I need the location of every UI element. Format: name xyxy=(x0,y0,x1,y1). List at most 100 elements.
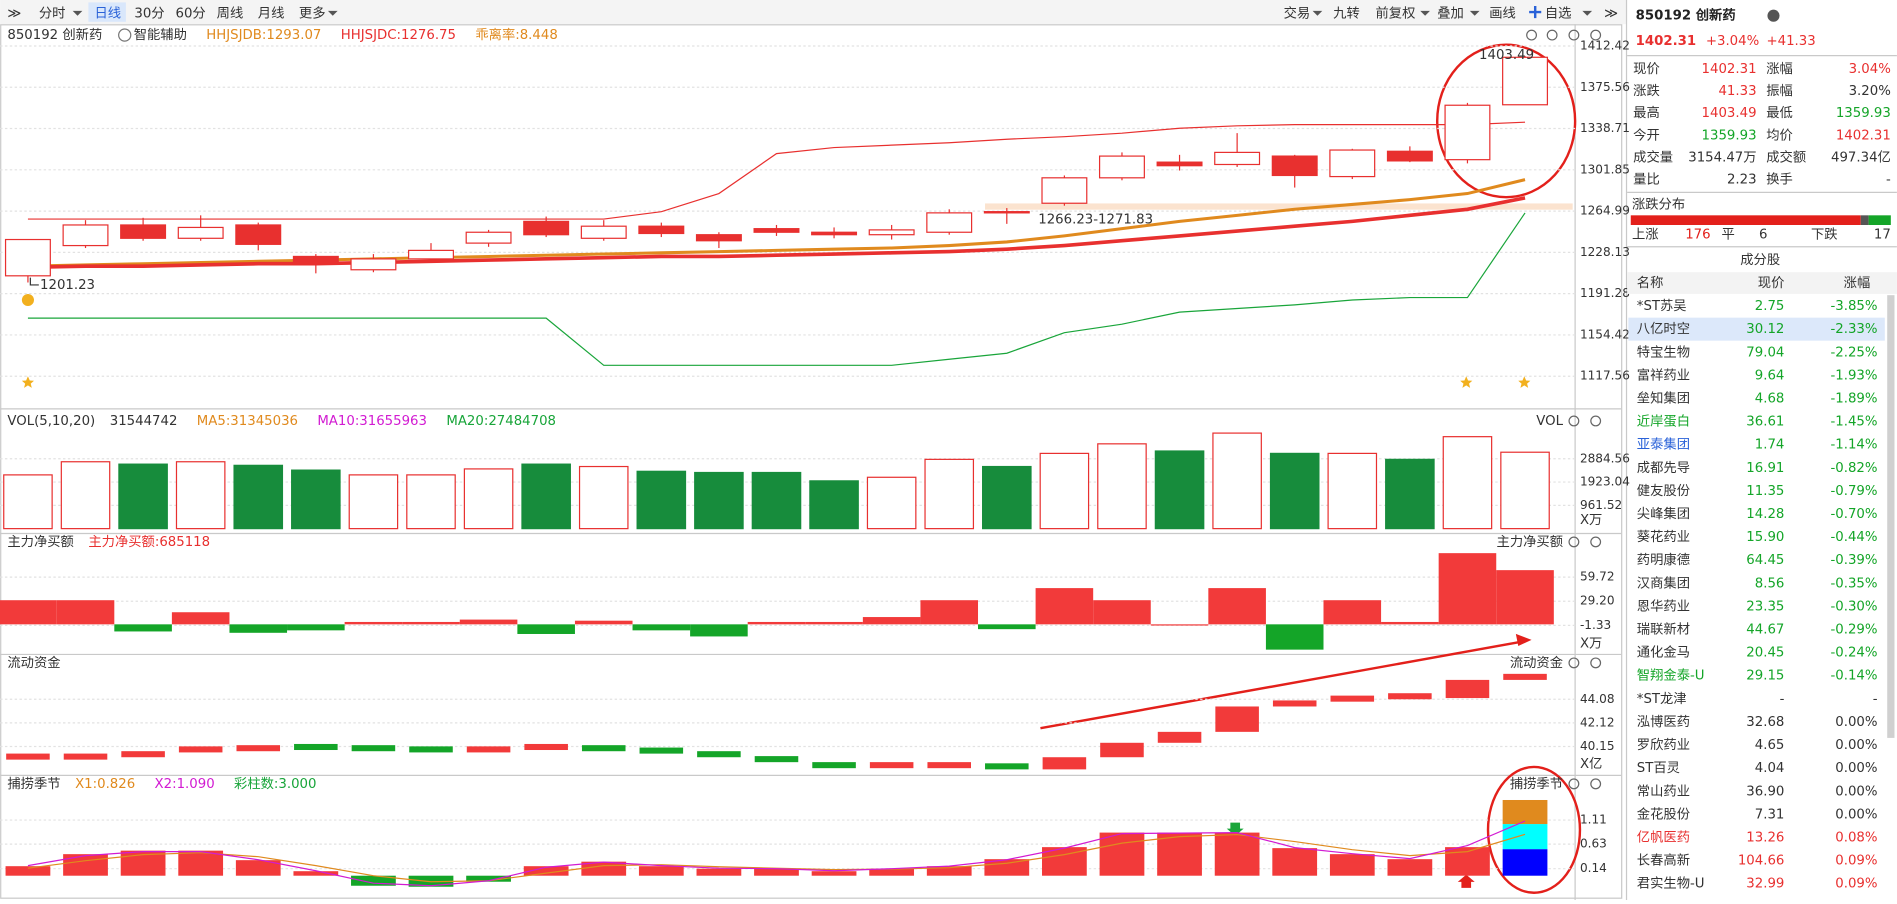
scrollbar[interactable] xyxy=(1887,295,1895,738)
quote-value: 1359.93 xyxy=(1836,106,1891,121)
stock-name[interactable]: 富祥药业 xyxy=(1637,366,1690,383)
bar xyxy=(229,624,288,633)
indicator-line xyxy=(27,820,1526,887)
tab[interactable]: 更多 xyxy=(299,4,326,21)
y-tick-label: 1375.56 xyxy=(1580,80,1630,94)
stock-name[interactable]: 恩华药业 xyxy=(1637,598,1690,614)
toolbar-bg xyxy=(0,0,1626,25)
tab[interactable]: 月线 xyxy=(258,5,285,21)
legend-entry: 乖离率:8.448 xyxy=(475,26,557,43)
bar xyxy=(1035,588,1094,625)
stock-change: -1.89% xyxy=(1830,391,1877,406)
panel-title: 主力净买额 xyxy=(7,534,73,550)
tab[interactable]: 分时 xyxy=(39,5,66,21)
pct-change: +3.04% xyxy=(1706,34,1759,49)
stock-name[interactable]: 近岸蛋白 xyxy=(1637,414,1690,430)
stock-name[interactable]: 健友股份 xyxy=(1637,483,1690,499)
tab[interactable]: 30分 xyxy=(134,5,164,21)
bar xyxy=(574,620,633,625)
candle-body xyxy=(1444,104,1491,161)
bar xyxy=(869,868,915,876)
flow-bar xyxy=(294,743,338,751)
bar xyxy=(1329,854,1375,876)
col-header[interactable]: 名称 xyxy=(1637,275,1664,291)
caret xyxy=(1469,10,1480,16)
stock-name[interactable]: 金花股份 xyxy=(1637,806,1690,822)
stock-price: 36.61 xyxy=(1746,415,1784,430)
bar xyxy=(5,866,51,876)
tool-button[interactable]: 画线 xyxy=(1489,5,1516,21)
flow-bar xyxy=(697,751,741,758)
candle-body xyxy=(811,231,858,236)
collapse-icon[interactable]: ≫ xyxy=(1604,6,1618,21)
stock-name[interactable]: 瑞联新材 xyxy=(1637,622,1690,638)
tab[interactable]: 60分 xyxy=(176,5,206,21)
bar xyxy=(862,617,921,625)
stock-name[interactable]: 尖峰集团 xyxy=(1637,506,1690,522)
col-header[interactable]: 涨幅 xyxy=(1844,275,1871,291)
bar xyxy=(754,868,799,876)
volume-bar xyxy=(175,461,226,530)
stock-name[interactable]: 君实生物-U xyxy=(1637,876,1705,892)
col-header[interactable]: 现价 xyxy=(1758,276,1785,291)
stock-name[interactable]: 智翔金泰-U xyxy=(1637,668,1705,684)
volume-bar xyxy=(521,463,571,530)
y-tick-label: 1301.85 xyxy=(1580,162,1630,176)
stock-name[interactable]: *ST龙津 xyxy=(1637,691,1687,707)
stock-name[interactable]: 长春高新 xyxy=(1637,852,1690,869)
row-highlight xyxy=(1628,317,1885,341)
stock-name[interactable]: 罗欣药业 xyxy=(1637,737,1690,753)
tool-button[interactable]: 交易 xyxy=(1284,4,1311,21)
expand-icon[interactable]: ≫ xyxy=(7,6,21,21)
volume-bar xyxy=(1500,451,1550,530)
bar xyxy=(638,866,684,876)
stock-name[interactable]: 亿帆医药 xyxy=(1637,829,1690,845)
stock-name[interactable]: 八亿时空 xyxy=(1637,321,1690,337)
tool-button[interactable]: 叠加 xyxy=(1437,5,1464,21)
tab[interactable]: 周线 xyxy=(217,5,244,21)
candle-body xyxy=(1502,56,1549,106)
stock-name[interactable]: 特宝生物 xyxy=(1637,344,1690,360)
flow-bar xyxy=(754,756,799,763)
unit-label: X万 xyxy=(1580,637,1602,652)
stock-name[interactable]: 成都先导 xyxy=(1637,460,1690,476)
flow-bar xyxy=(869,762,914,769)
tab[interactable]: 日线 xyxy=(94,5,121,21)
tool-button[interactable]: 前复权 xyxy=(1376,4,1416,21)
stock-name[interactable]: 泓博医药 xyxy=(1637,714,1690,730)
bar xyxy=(402,621,460,625)
quote-value: 1402.31 xyxy=(1702,62,1757,77)
tool-button[interactable]: 自选 xyxy=(1545,5,1572,21)
caret xyxy=(1420,10,1430,16)
y-tick-label: 1338.71 xyxy=(1580,121,1630,135)
stock-name[interactable]: 葵花药业 xyxy=(1637,529,1690,545)
stock-name[interactable]: 汉商集团 xyxy=(1637,575,1690,591)
quote-label: 成交量 xyxy=(1633,149,1673,166)
tool-button[interactable]: 九转 xyxy=(1333,5,1360,21)
stock-change: 0.00% xyxy=(1835,715,1877,730)
stock-price: 20.45 xyxy=(1746,646,1784,661)
volume-bar xyxy=(809,480,859,530)
stock-price: 32.68 xyxy=(1746,715,1784,730)
stock-name[interactable]: ST百灵 xyxy=(1637,761,1680,776)
y-tick-label: 59.72 xyxy=(1580,570,1615,584)
stock-name[interactable]: *ST苏吴 xyxy=(1637,298,1687,314)
candle-body xyxy=(638,225,685,235)
quote-value: 3.04% xyxy=(1849,62,1891,77)
info-icon[interactable] xyxy=(1767,9,1780,22)
panel-title: VOL(5,10,20) xyxy=(7,414,95,429)
stock-name[interactable]: 常山药业 xyxy=(1637,783,1690,799)
indicator-line xyxy=(27,212,1526,366)
volume-bar xyxy=(233,464,284,530)
stock-change: 0.00% xyxy=(1835,761,1877,776)
stock-change: 0.00% xyxy=(1835,807,1877,822)
candle-body xyxy=(465,231,512,244)
stock-name[interactable]: 亚泰集团 xyxy=(1637,437,1690,453)
stock-name[interactable]: 垒知集团 xyxy=(1637,389,1690,406)
y-tick-label: 0.14 xyxy=(1580,861,1607,875)
pane-label: 捕捞季节 xyxy=(1510,776,1563,792)
assist-icon[interactable] xyxy=(118,28,132,42)
stock-name[interactable]: 药明康德 xyxy=(1637,551,1690,568)
bar xyxy=(523,866,569,876)
stock-name[interactable]: 通化金马 xyxy=(1637,645,1690,661)
